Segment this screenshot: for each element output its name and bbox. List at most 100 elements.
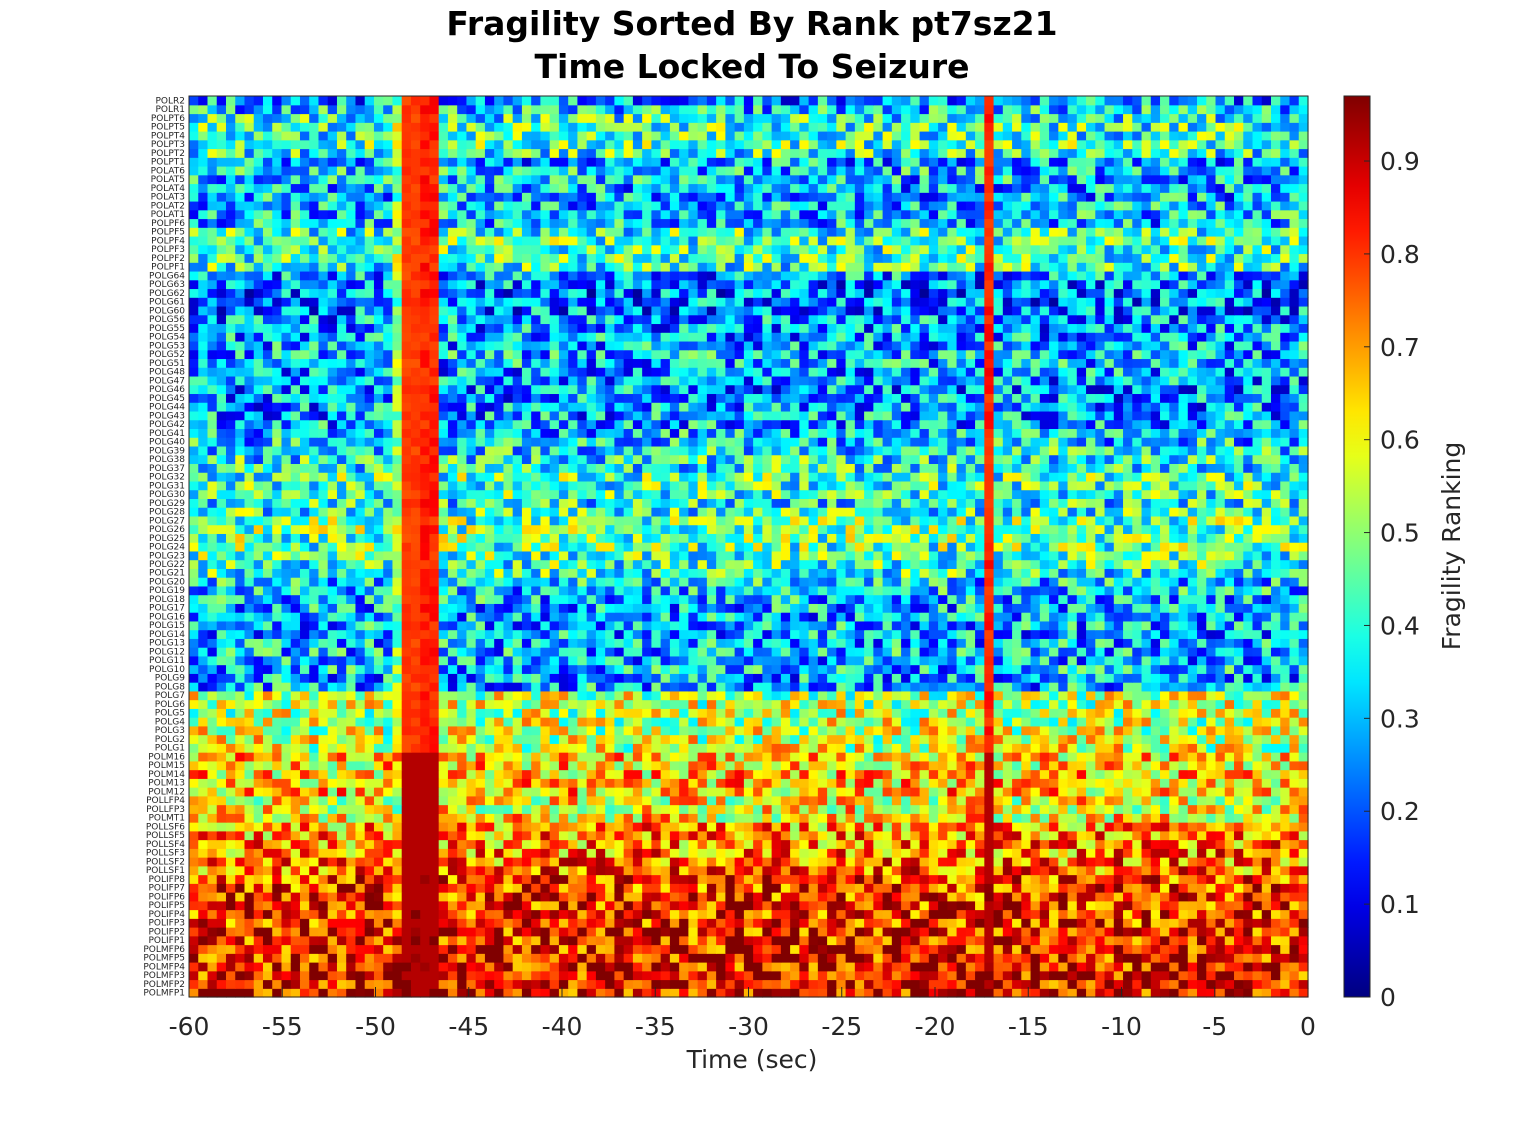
heatmap-cell [1076,900,1087,911]
heatmap-cell [1113,865,1124,876]
heatmap-cell [660,944,671,954]
heatmap-cell [762,795,773,806]
heatmap-cell [558,795,569,806]
heatmap-cell [864,918,874,928]
heatmap-cell [225,900,236,911]
heatmap-cell [808,778,819,788]
heatmap-cell [484,647,495,657]
heatmap-cell [1160,655,1170,666]
heatmap-cell [235,883,246,893]
heatmap-cell [688,717,699,727]
heatmap-cell [993,970,1004,981]
heatmap-cell [827,892,837,902]
heatmap-cell [281,787,292,797]
heatmap-cell [253,778,264,788]
heatmap-cell [642,988,652,998]
heatmap-cell [558,717,569,727]
heatmap-cell [799,909,810,919]
heatmap-cell [1021,900,1032,911]
heatmap-cell [956,752,967,762]
heatmap-cell [1021,682,1032,692]
heatmap-cell [586,760,597,771]
heatmap-cell [235,690,246,701]
heatmap-cell [216,673,227,683]
heatmap-cell [799,892,810,902]
heatmap-cell [1104,795,1115,806]
heatmap-cell [549,638,560,648]
heatmap-cell [975,725,985,736]
heatmap-cell [1206,717,1217,727]
heatmap-cell [1224,664,1235,674]
heatmap-cell [410,979,421,989]
heatmap-cell [540,953,551,963]
heatmap-cell [466,953,477,963]
heatmap-cell [753,769,763,779]
heatmap-cell [790,962,800,972]
heatmap-cell [1067,725,1078,736]
heatmap-cell [891,673,902,683]
heatmap-cell [993,830,1004,841]
heatmap-cell [235,717,246,727]
heatmap-cell [1104,638,1115,648]
heatmap-cell [373,804,384,814]
heatmap-cell [198,874,209,884]
heatmap-cell [429,883,440,893]
heatmap-cell [392,927,403,937]
heatmap-cell [299,682,310,692]
heatmap-cell [420,927,431,937]
heatmap-cell [1150,848,1161,858]
heatmap-cell [494,682,505,692]
heatmap-cell [910,927,921,937]
heatmap-cell [651,734,662,744]
heatmap-cell [947,839,958,849]
heatmap-cell [1160,909,1170,919]
heatmap-cell [651,760,662,771]
heatmap-cell [1058,909,1069,919]
heatmap-cell [743,927,754,937]
heatmap-cell [753,918,763,928]
heatmap-cell [1178,690,1189,701]
heatmap-cell [207,848,218,858]
heatmap-cell [706,909,717,919]
heatmap-cell [1150,752,1161,762]
heatmap-cell [910,935,921,946]
heatmap-cell [1123,787,1133,797]
heatmap-cell [660,725,671,736]
heatmap-cell [1178,655,1189,666]
heatmap-cell [272,795,283,806]
heatmap-cell [466,769,477,779]
heatmap-cell [235,970,246,981]
heatmap-cell [993,717,1004,727]
heatmap-cell [965,690,976,701]
heatmap-cell [734,769,745,779]
heatmap-cell [281,839,292,849]
heatmap-cell [438,690,449,701]
heatmap-cell [392,743,403,753]
heatmap-cell [679,927,689,937]
heatmap-cell [1271,690,1281,701]
heatmap-cell [817,752,828,762]
heatmap-cell [235,944,246,954]
heatmap-cell [753,970,763,981]
heatmap-cell [475,725,486,736]
heatmap-cell [225,638,236,648]
heatmap-cell [235,734,246,744]
heatmap-cell [346,918,357,928]
heatmap-cell [466,970,477,981]
heatmap-cell [244,944,255,954]
heatmap-cell [817,988,828,998]
heatmap-cell [540,638,551,648]
heatmap-cell [642,830,652,841]
heatmap-cell [1021,865,1032,876]
heatmap-cell [586,725,597,736]
heatmap-cell [1160,647,1170,657]
heatmap-cell [790,857,800,867]
heatmap-cell [725,839,736,849]
heatmap-cell [438,944,449,954]
heatmap-cell [873,778,884,788]
heatmap-cell [438,760,449,771]
heatmap-cell [549,865,560,876]
heatmap-cell [253,839,264,849]
heatmap-cell [198,953,209,963]
heatmap-cell [189,708,199,718]
